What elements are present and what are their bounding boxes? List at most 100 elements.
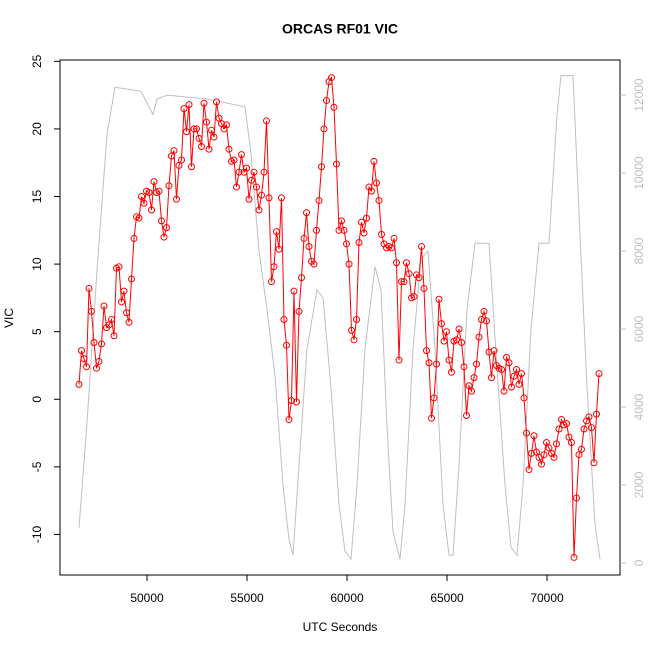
data-point (190, 125, 198, 133)
data-point (488, 374, 495, 382)
data-point (98, 340, 105, 348)
data-point (578, 445, 585, 453)
data-point (423, 347, 430, 355)
data-point (498, 366, 505, 374)
data-point (210, 133, 218, 141)
y-tick-label: 5 (30, 328, 44, 335)
data-point (300, 234, 308, 242)
data-point (333, 160, 340, 168)
data-point (513, 366, 520, 374)
data-point (433, 360, 440, 368)
data-point (145, 188, 153, 196)
y2-tick-label: 10000 (632, 156, 646, 190)
data-point (500, 387, 508, 395)
data-point (580, 425, 588, 433)
data-point (90, 339, 98, 347)
series-line (78, 76, 600, 558)
data-point (193, 125, 200, 133)
data-point (573, 494, 580, 502)
data-point (505, 359, 513, 367)
data-point (360, 229, 368, 237)
data-point (173, 195, 180, 203)
data-point (185, 101, 193, 109)
data-point (478, 316, 485, 324)
data-point (555, 425, 563, 433)
data-point (425, 359, 433, 367)
x-tick-label: 55000 (230, 591, 264, 605)
data-point (125, 318, 133, 326)
data-point (340, 226, 348, 234)
data-point (123, 309, 130, 317)
data-point (588, 424, 595, 432)
data-point (398, 278, 405, 286)
data-point (283, 341, 290, 349)
data-point (118, 298, 125, 306)
data-point (128, 275, 135, 283)
data-point (165, 182, 173, 190)
data-point (463, 411, 470, 419)
data-point (590, 459, 598, 467)
data-point (110, 332, 118, 340)
data-point (183, 128, 190, 136)
data-point (158, 217, 165, 225)
data-point (160, 233, 168, 241)
data-point (108, 316, 115, 324)
data-point (120, 287, 128, 295)
data-point (470, 374, 478, 382)
data-point (150, 178, 158, 186)
data-point (80, 355, 88, 363)
data-point (253, 183, 260, 191)
data-point (200, 99, 208, 107)
data-point (553, 440, 560, 448)
data-point (195, 134, 203, 142)
y2-tick-label: 0 (632, 559, 646, 566)
data-point (255, 206, 263, 214)
data-point (268, 278, 275, 286)
data-point (485, 348, 493, 356)
data-point (428, 414, 435, 422)
data-point (293, 398, 300, 406)
data-point (83, 363, 90, 371)
data-point (248, 176, 255, 184)
data-point (458, 339, 465, 347)
data-point (320, 125, 328, 133)
data-point (135, 214, 143, 222)
data-point (370, 157, 378, 165)
data-point (93, 364, 100, 372)
data-point (418, 243, 425, 251)
data-point (260, 168, 268, 176)
data-point (410, 293, 418, 301)
data-point (358, 218, 365, 226)
data-point (468, 387, 475, 395)
data-point (475, 333, 483, 341)
data-point (443, 328, 450, 336)
data-point (438, 320, 445, 328)
data-point (205, 145, 213, 153)
data-point (395, 356, 403, 364)
data-point (483, 317, 490, 325)
data-point (540, 451, 548, 459)
data-point (593, 410, 600, 418)
data-point (393, 259, 400, 267)
data-point (585, 413, 593, 421)
data-point (233, 183, 240, 191)
data-point (235, 168, 243, 176)
data-point (445, 356, 453, 364)
data-point (390, 234, 398, 242)
data-point (338, 217, 345, 225)
data-point (273, 228, 280, 236)
data-point (313, 226, 320, 234)
data-point (230, 156, 238, 164)
data-point (523, 429, 530, 437)
y2-tick-label: 8000 (632, 237, 646, 264)
data-point (420, 284, 428, 292)
data-point (373, 179, 380, 187)
data-point (323, 97, 330, 105)
data-point (278, 194, 285, 202)
data-point (355, 238, 363, 246)
data-point (473, 360, 480, 368)
data-point (328, 74, 335, 82)
data-point (405, 270, 413, 278)
data-point (568, 439, 575, 447)
